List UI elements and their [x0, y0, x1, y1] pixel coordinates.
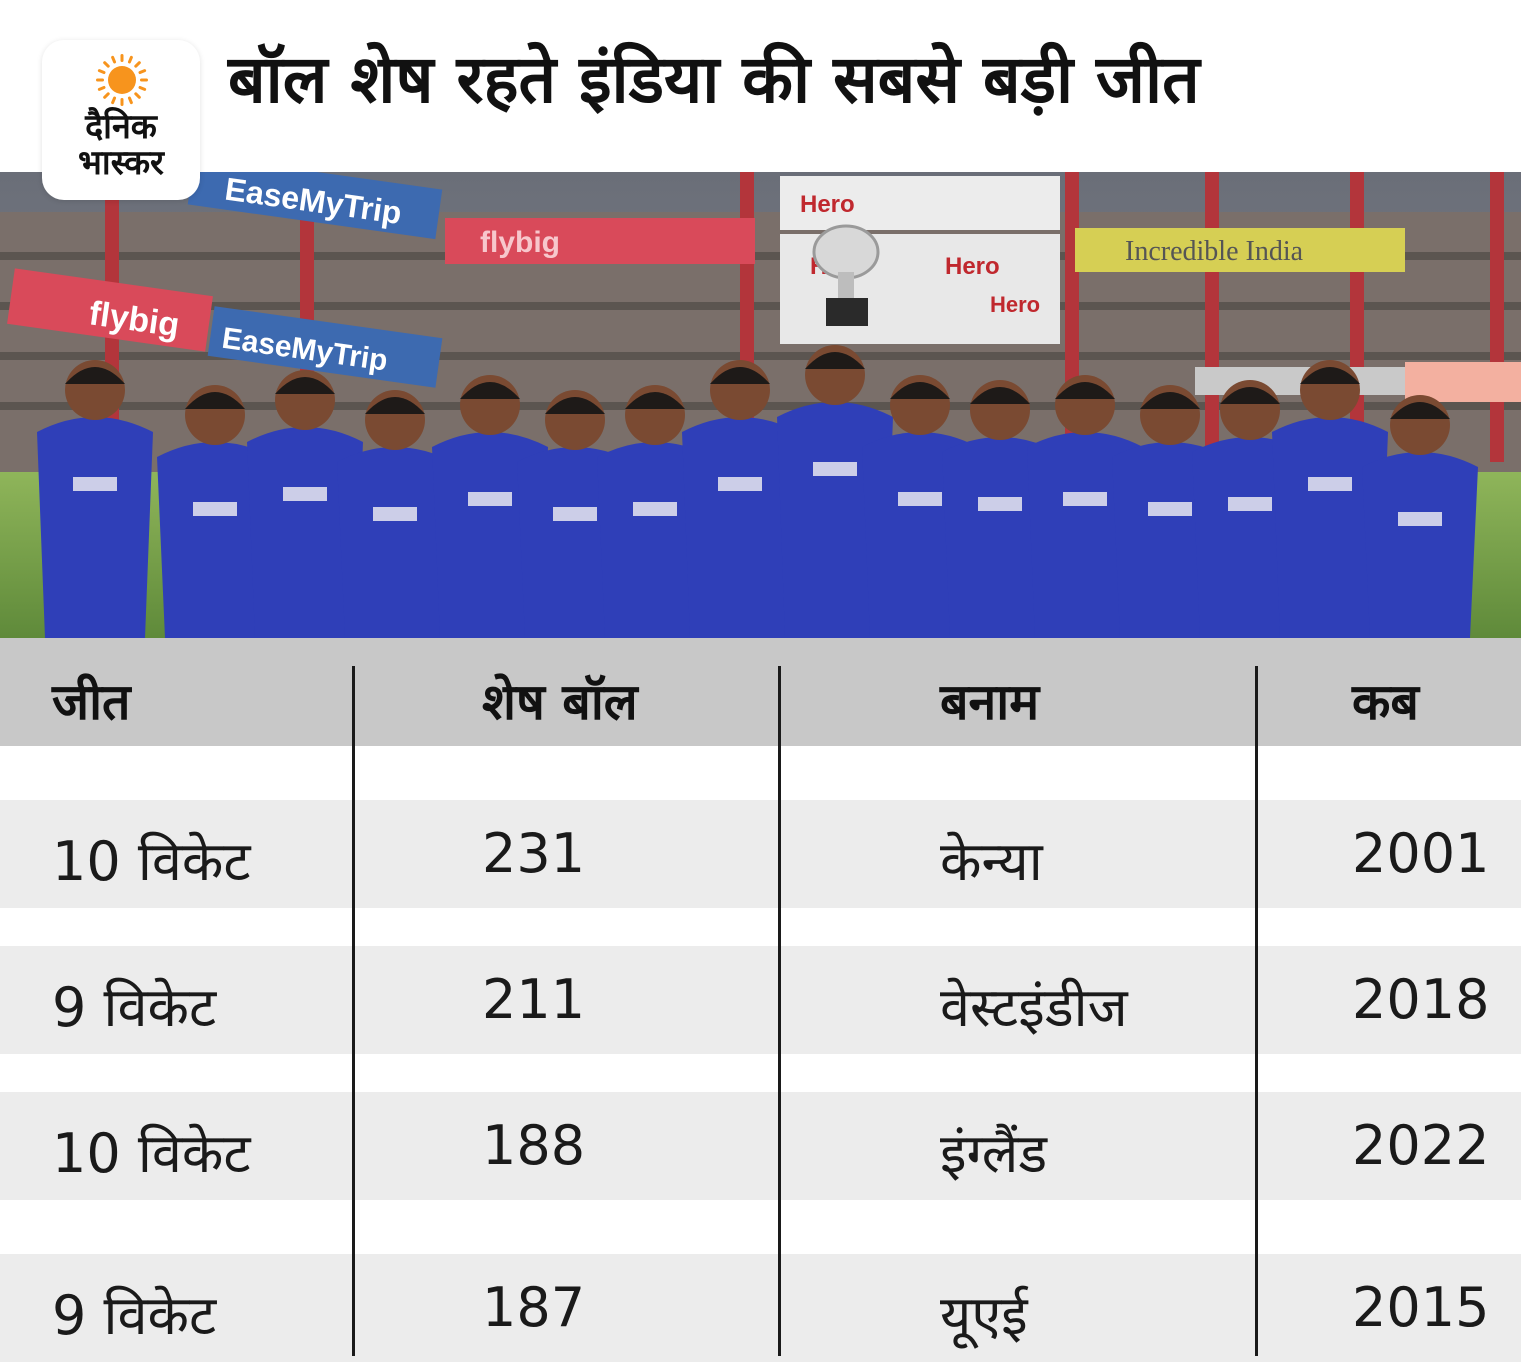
- jersey-logo: [553, 507, 597, 521]
- player-hair: [65, 367, 125, 384]
- column-divider: [352, 666, 355, 1356]
- cell-kab: 2018: [1352, 968, 1490, 1031]
- player-hair: [1220, 387, 1280, 404]
- banner-text: Hero: [945, 253, 1000, 280]
- team-celebration-photo: EaseMyTrip flybig flybig EaseMyTrip Hero…: [0, 172, 1521, 638]
- cell-shesh-ball: 231: [482, 822, 586, 885]
- jersey-logo: [1308, 477, 1352, 491]
- jersey-logo: [73, 477, 117, 491]
- column-divider: [778, 666, 781, 1356]
- header-banaam: बनाम: [940, 673, 1040, 731]
- trophy-icon: [812, 224, 880, 326]
- cell-kab: 2001: [1352, 822, 1490, 885]
- player-hair: [1140, 392, 1200, 409]
- jersey-logo: [1148, 502, 1192, 516]
- player-hair: [970, 387, 1030, 404]
- player-jersey: [682, 417, 798, 638]
- banner-text: Hero: [990, 292, 1040, 317]
- player-jersey: [1272, 417, 1388, 638]
- stadium-scene: EaseMyTrip flybig flybig EaseMyTrip Hero…: [0, 172, 1521, 638]
- player-hair: [1055, 382, 1115, 399]
- player-jersey: [597, 442, 713, 638]
- player-hair: [805, 352, 865, 369]
- player-hair: [460, 382, 520, 399]
- player-jersey: [37, 417, 153, 638]
- player-jersey: [337, 447, 453, 638]
- banner-text: Incredible India: [1125, 236, 1304, 267]
- page-title: बॉल शेष रहते इंडिया की सबसे बड़ी जीत: [228, 41, 1200, 118]
- cell-banaam: यूएई: [940, 1284, 1028, 1347]
- cell-banaam: वेस्टइंडीज: [940, 976, 1128, 1039]
- player-jersey: [1362, 452, 1478, 638]
- player-hair: [890, 382, 950, 399]
- table-row: 10 विकेट 188 इंग्लैंड 2022: [0, 1092, 1521, 1200]
- jersey-logo: [468, 492, 512, 506]
- jersey-logo: [283, 487, 327, 501]
- jersey-logo: [718, 477, 762, 491]
- header-shesh-ball: शेष बॉल: [482, 673, 638, 731]
- banner-text: Hero: [800, 191, 855, 218]
- player-hair: [710, 367, 770, 384]
- sun-icon: [96, 54, 148, 106]
- jersey-logo: [978, 497, 1022, 511]
- jersey-logo: [898, 492, 942, 506]
- table-row: 9 विकेट 187 यूएई 2015: [0, 1254, 1521, 1362]
- player-hair: [1300, 367, 1360, 384]
- cell-shesh-ball: 187: [482, 1276, 586, 1339]
- results-table: जीत शेष बॉल बनाम कब 10 विकेट 231 केन्या …: [0, 638, 1521, 1369]
- player-hair: [365, 397, 425, 414]
- player-hair: [1390, 402, 1450, 419]
- player-hair: [275, 377, 335, 394]
- players-group: [37, 345, 1478, 638]
- jersey-logo: [373, 507, 417, 521]
- jersey-logo: [633, 502, 677, 516]
- player-jersey: [247, 427, 363, 638]
- cell-jeet: 9 विकेट: [52, 1284, 217, 1347]
- jersey-logo: [1063, 492, 1107, 506]
- cell-jeet: 10 विकेट: [52, 1122, 251, 1185]
- cell-shesh-ball: 211: [482, 968, 586, 1031]
- cell-banaam: इंग्लैंड: [940, 1122, 1048, 1185]
- cell-banaam: केन्या: [940, 830, 1043, 893]
- table-row: 10 विकेट 231 केन्या 2001: [0, 800, 1521, 908]
- player-jersey: [157, 442, 273, 638]
- header: दैनिक भास्कर बॉल शेष रहते इंडिया की सबसे…: [0, 0, 1521, 200]
- jersey-logo: [1228, 497, 1272, 511]
- jersey-logo: [193, 502, 237, 516]
- cell-kab: 2015: [1352, 1276, 1490, 1339]
- header-jeet: जीत: [52, 673, 131, 731]
- logo-text-line2: भास्कर: [78, 143, 164, 183]
- player-hair: [545, 397, 605, 414]
- jersey-logo: [813, 462, 857, 476]
- cell-shesh-ball: 188: [482, 1114, 586, 1177]
- jersey-logo: [1398, 512, 1442, 526]
- column-divider: [1255, 666, 1258, 1356]
- banner-text: flybig: [480, 226, 560, 259]
- header-kab: कब: [1352, 673, 1419, 731]
- player-hair: [625, 392, 685, 409]
- player-hair: [185, 392, 245, 409]
- table-header: जीत शेष बॉल बनाम कब: [0, 638, 1521, 746]
- dainik-bhaskar-logo[interactable]: दैनिक भास्कर: [42, 40, 200, 200]
- logo-text-line1: दैनिक: [85, 107, 157, 147]
- table-row: 9 विकेट 211 वेस्टइंडीज 2018: [0, 946, 1521, 1054]
- cell-jeet: 10 विकेट: [52, 830, 251, 893]
- cell-kab: 2022: [1352, 1114, 1490, 1177]
- cell-jeet: 9 विकेट: [52, 976, 217, 1039]
